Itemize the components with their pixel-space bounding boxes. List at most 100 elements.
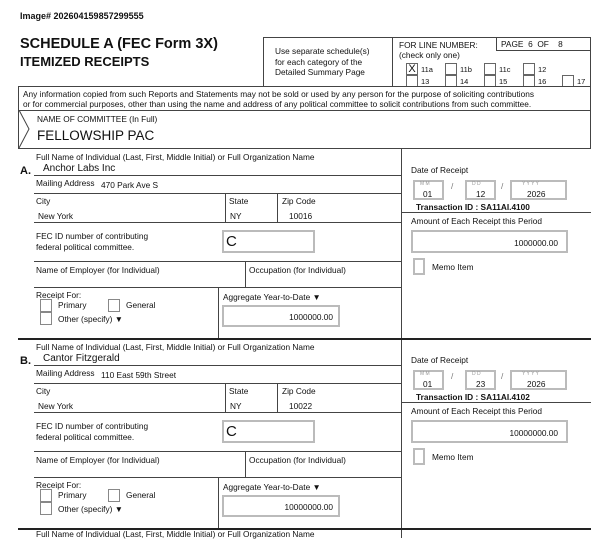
line-11c-checkbox[interactable] — [484, 63, 496, 75]
aggregate-label: Aggregate Year-to-Date ▼ — [223, 482, 321, 492]
form-title: SCHEDULE A (FEC Form 3X) — [20, 36, 218, 52]
line-11a-checkbox[interactable]: X — [406, 63, 418, 75]
line-13-label: 13 — [421, 77, 430, 86]
primary-checkbox[interactable] — [40, 489, 52, 502]
mailing-address-label: Mailing Address — [36, 368, 95, 378]
committee-label: NAME OF COMMITTEE (In Full) — [37, 114, 158, 124]
date-month-field[interactable]: M M 01 — [413, 370, 444, 390]
general-label: General — [126, 490, 156, 500]
general-label: General — [126, 300, 156, 310]
page-label: PAGE — [501, 39, 524, 49]
city-label: City — [36, 386, 51, 396]
instructions-line: Use separate schedule(s) — [275, 46, 370, 56]
transaction-id: Transaction ID : SA11AI.4100 — [416, 202, 530, 212]
state-label: State — [229, 386, 249, 396]
receipt-for-label: Receipt For: — [36, 480, 82, 490]
field-text: 2026 — [527, 189, 546, 199]
mailing-address[interactable]: 470 Park Ave S — [101, 180, 159, 190]
amount-field[interactable]: 1000000.00 — [411, 230, 568, 253]
field-text: D D — [472, 371, 481, 377]
date-separator: / — [501, 371, 504, 381]
zip-code[interactable]: 10016 — [289, 211, 313, 221]
state[interactable]: NY — [230, 401, 242, 411]
aggregate-field[interactable]: 1000000.00 — [222, 305, 340, 327]
state-label: State — [229, 196, 249, 206]
line-14-label: 14 — [460, 77, 469, 86]
date-day-field[interactable]: D D 12 — [465, 180, 496, 200]
receipt-entry: Full Name of Individual (Last, First, Mi… — [0, 339, 600, 530]
field-text: 23 — [476, 379, 486, 389]
date-of-receipt-label: Date of Receipt — [411, 355, 469, 365]
committee-name: FELLOWSHIP PAC — [37, 128, 155, 143]
form-subtitle: ITEMIZED RECEIPTS — [20, 54, 150, 69]
instructions-line: for each category of the — [275, 56, 363, 67]
field-text: 1000000.00 — [514, 238, 558, 248]
line-11b-checkbox[interactable] — [445, 63, 457, 75]
fec-id-label: FEC ID number of contributing federal pol… — [36, 231, 148, 252]
fec-id-field[interactable]: C — [222, 420, 315, 443]
line-number-label: FOR LINE NUMBER: — [399, 40, 478, 50]
date-separator: / — [501, 181, 504, 191]
entry-letter: B. — [20, 355, 31, 367]
field-text: C — [226, 423, 237, 440]
field-text: FEC ID number of contributing — [36, 231, 149, 241]
notice-line: or for commercial purposes, other than u… — [23, 99, 532, 109]
memo-item-label: Memo Item — [432, 262, 474, 272]
field-text: 01 — [423, 379, 433, 389]
memo-item-label: Memo Item — [432, 452, 474, 462]
occupation-label: Occupation (for Individual) — [249, 265, 346, 275]
of-label: OF — [537, 39, 549, 49]
city[interactable]: New York — [38, 211, 74, 221]
image-number: Image# 202604159857299555 — [20, 11, 144, 21]
field-text: 10000000.00 — [284, 502, 333, 512]
line-number-box: FOR LINE NUMBER: (check only one) PAGE 6… — [392, 37, 591, 87]
fec-id-field[interactable]: C — [222, 230, 315, 253]
field-text: federal political committee. — [36, 241, 135, 252]
field-text: M M — [420, 181, 430, 187]
contributor-name[interactable]: Cantor Fitzgerald — [43, 353, 120, 364]
memo-checkbox[interactable] — [413, 448, 425, 465]
page-indicator: PAGE 6 OF 8 — [496, 38, 591, 51]
date-separator: / — [451, 371, 454, 381]
aggregate-field[interactable]: 10000000.00 — [222, 495, 340, 517]
date-of-receipt-label: Date of Receipt — [411, 165, 469, 175]
field-text: 2026 — [527, 379, 546, 389]
arrow-marker-icon — [19, 110, 30, 149]
field-text: Y Y Y Y — [522, 181, 539, 187]
line-12-label: 12 — [538, 65, 547, 74]
next-section-label: Full Name of Individual (Last, First, Mi… — [36, 529, 315, 539]
date-day-field[interactable]: D D 23 — [465, 370, 496, 390]
field-text: federal political committee. — [36, 431, 135, 442]
receipt-for-label: Receipt For: — [36, 290, 82, 300]
line-12-checkbox[interactable] — [523, 63, 535, 75]
amount-label: Amount of Each Receipt this Period — [411, 216, 542, 226]
date-year-field[interactable]: Y Y Y Y 2026 — [510, 180, 567, 200]
primary-checkbox[interactable] — [40, 299, 52, 312]
committee-box: NAME OF COMMITTEE (In Full) FELLOWSHIP P… — [18, 110, 591, 149]
check-one-label: (check only one) — [399, 50, 460, 60]
memo-checkbox[interactable] — [413, 258, 425, 275]
state[interactable]: NY — [230, 211, 242, 221]
city[interactable]: New York — [38, 401, 74, 411]
total-pages: 8 — [558, 39, 563, 49]
employer-label: Name of Employer (for Individual) — [36, 265, 160, 275]
field-text: Y Y Y Y — [522, 371, 539, 377]
contributor-name[interactable]: Anchor Labs Inc — [43, 163, 116, 174]
other-checkbox[interactable] — [40, 312, 52, 325]
full-name-label: Full Name of Individual (Last, First, Mi… — [36, 342, 315, 352]
date-year-field[interactable]: Y Y Y Y 2026 — [510, 370, 567, 390]
general-checkbox[interactable] — [108, 489, 120, 502]
field-text: D D — [472, 181, 481, 187]
zip-code[interactable]: 10022 — [289, 401, 313, 411]
line-11a-label: 11a — [421, 65, 433, 74]
field-text: M M — [420, 371, 430, 377]
general-checkbox[interactable] — [108, 299, 120, 312]
mailing-address-label: Mailing Address — [36, 178, 95, 188]
other-checkbox[interactable] — [40, 502, 52, 515]
mailing-address[interactable]: 110 East 59th Street — [101, 370, 177, 380]
amount-field[interactable]: 10000000.00 — [411, 420, 568, 443]
page-number: 6 — [528, 39, 533, 49]
date-month-field[interactable]: M M 01 — [413, 180, 444, 200]
other-specify-label: Other (specify) ▼ — [58, 314, 123, 324]
instructions-line: Detailed Summary Page — [275, 67, 365, 77]
